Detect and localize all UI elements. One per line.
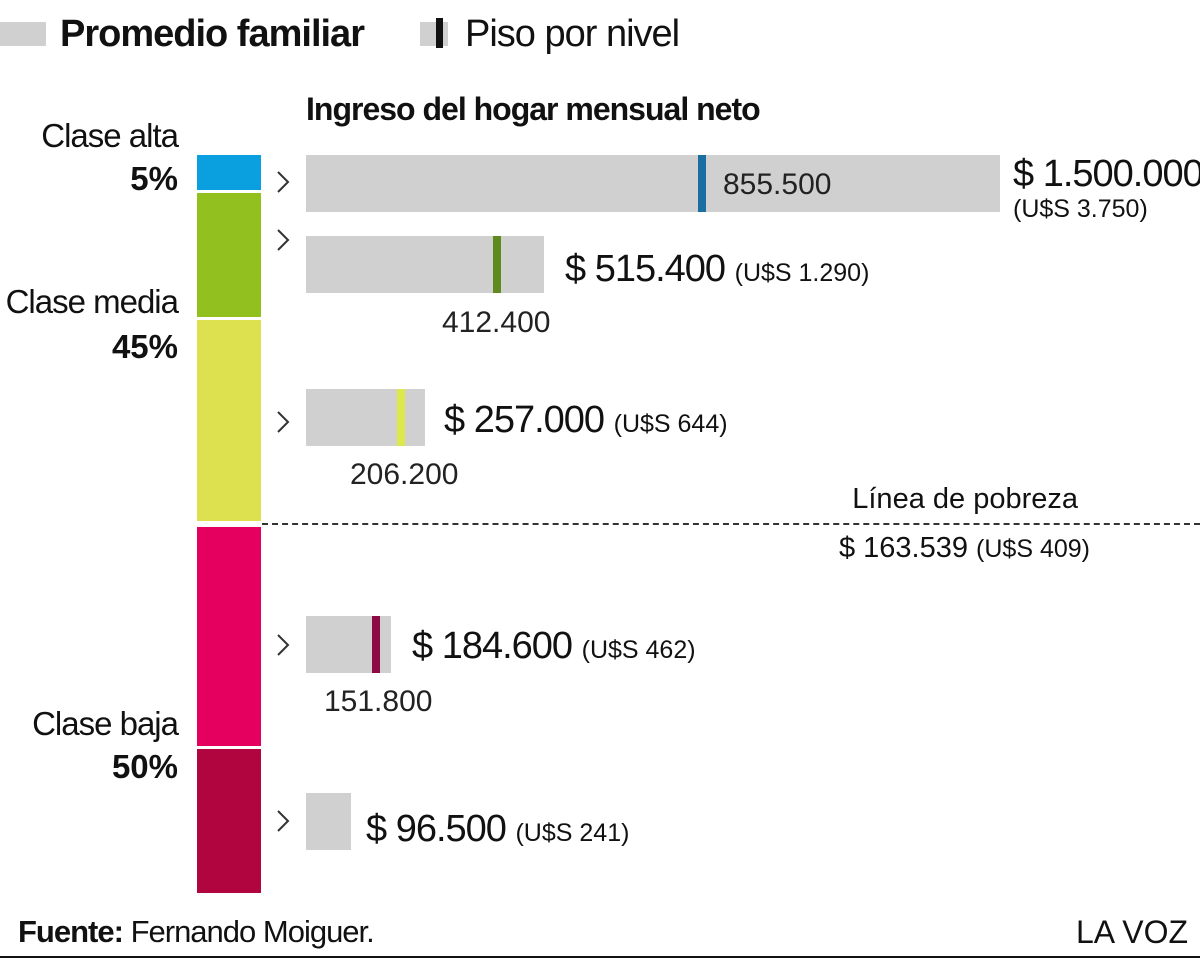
bar-average-value-4: $ 96.500 [366, 808, 507, 850]
bar-average-4 [306, 793, 351, 850]
footer-divider [0, 956, 1200, 958]
poverty-line-amount: $ 163.539 [838, 532, 968, 564]
poverty-line-title: Línea de pobreza [852, 483, 1078, 515]
bar-usd-label-4: (U$S 241) [515, 819, 630, 847]
poverty-line [262, 523, 1200, 525]
class-segment-alta [197, 155, 261, 190]
source-label: Fuente: [18, 914, 124, 949]
legend-average-label: Promedio familiar [60, 13, 365, 55]
bar-average-label-2: $ 257.000 (U$S 644) [444, 401, 728, 439]
bar-average-label-1: $ 515.400 (U$S 1.290) [565, 250, 869, 288]
class-segment-media-high [197, 193, 261, 317]
class-percent-media: 45% [111, 328, 178, 365]
bar-average-value-1: $ 515.400 [565, 248, 726, 290]
bar-floor-label-2: 206.200 [350, 458, 459, 491]
legend-average-swatch [0, 22, 46, 46]
chevron-right-icon [277, 411, 290, 433]
class-label-alta: Clase alta [41, 117, 179, 154]
bar-average-label-0: $ 1.500.000 [1013, 153, 1200, 195]
bar-average-2 [306, 389, 425, 446]
class-segment-media-low [197, 320, 261, 521]
bar-floor-marker-2 [397, 389, 405, 446]
legend-floor-label: Piso por nivel [465, 13, 680, 55]
class-label-baja: Clase baja [32, 705, 179, 742]
poverty-line-usd: (U$S 409) [976, 535, 1090, 563]
chevron-right-icon [277, 634, 290, 656]
chevron-right-icon [277, 171, 290, 193]
class-segment-baja-high [197, 527, 261, 746]
bar-average-label-4: $ 96.500 (U$S 241) [366, 810, 629, 848]
brand-logo-text: LA VOZ [1075, 914, 1188, 950]
bar-usd-label-3: (U$S 462) [581, 636, 696, 664]
bar-usd-label-2: (U$S 644) [613, 410, 728, 438]
legend-floor-marker [436, 18, 443, 48]
poverty-line-value: $ 163.539 (U$S 409) [839, 532, 1090, 565]
chevron-right-icon [277, 810, 290, 832]
bar-floor-label-1: 412.400 [442, 306, 551, 339]
class-segment-baja-low [197, 749, 261, 893]
chart-title: Ingreso del hogar mensual neto [306, 91, 761, 127]
class-percent-alta: 5% [130, 160, 178, 197]
bar-floor-marker-0 [698, 155, 706, 212]
bar-average-label-3: $ 184.600 (U$S 462) [412, 627, 696, 665]
bar-average-0 [306, 155, 1000, 212]
chevron-right-icon [277, 229, 290, 251]
bar-floor-label-3: 151.800 [324, 685, 433, 718]
bar-usd-label-0: (U$S 3.750) [1013, 195, 1148, 223]
bar-average-1 [306, 236, 544, 293]
source-text: Fernando Moiguer. [130, 914, 375, 949]
legend-floor-swatch [420, 22, 448, 46]
bar-average-value-3: $ 184.600 [412, 625, 573, 667]
bar-usd-label-1: (U$S 1.290) [734, 259, 870, 287]
bar-floor-label-0: 855.500 [723, 168, 832, 201]
bar-floor-marker-3 [372, 616, 380, 673]
source-credit: Fuente: Fernando Moiguer. [18, 914, 375, 950]
class-percent-baja: 50% [111, 748, 178, 785]
bar-floor-marker-1 [493, 236, 501, 293]
class-label-media: Clase media [5, 283, 179, 320]
bar-average-value-2: $ 257.000 [444, 399, 605, 441]
